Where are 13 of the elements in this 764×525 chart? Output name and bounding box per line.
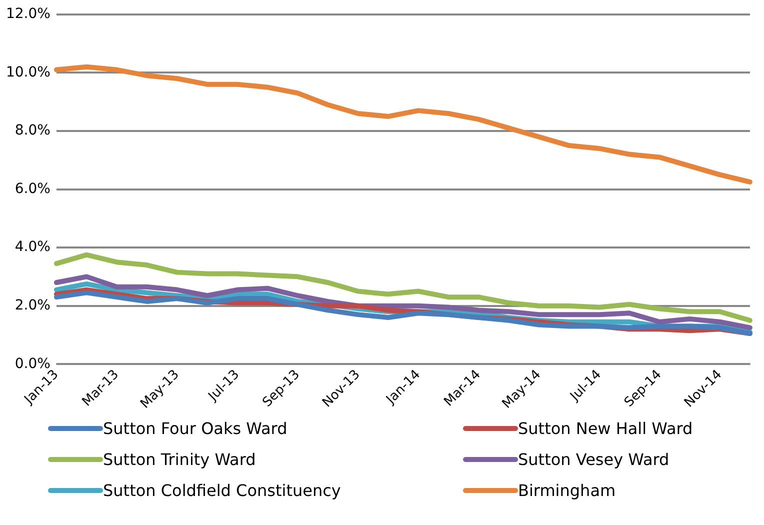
- y-tick-label: 6.0%: [14, 180, 50, 197]
- y-tick-label: 10.0%: [6, 64, 50, 80]
- legend-label: Sutton Trinity Ward: [103, 450, 256, 469]
- legend-label: Birmingham: [518, 481, 616, 500]
- y-tick-label: 12.0%: [6, 6, 50, 22]
- y-tick-label: 2.0%: [14, 297, 50, 314]
- legend-label: Sutton Vesey Ward: [518, 450, 670, 469]
- y-tick-label: 0.0%: [14, 356, 50, 372]
- y-tick-label: 8.0%: [14, 122, 50, 139]
- legend-label: Sutton Four Oaks Ward: [103, 419, 288, 438]
- legend-label: Sutton New Hall Ward: [518, 419, 693, 438]
- legend-label: Sutton Coldfield Constituency: [103, 481, 341, 500]
- y-tick-label: 4.0%: [14, 239, 50, 256]
